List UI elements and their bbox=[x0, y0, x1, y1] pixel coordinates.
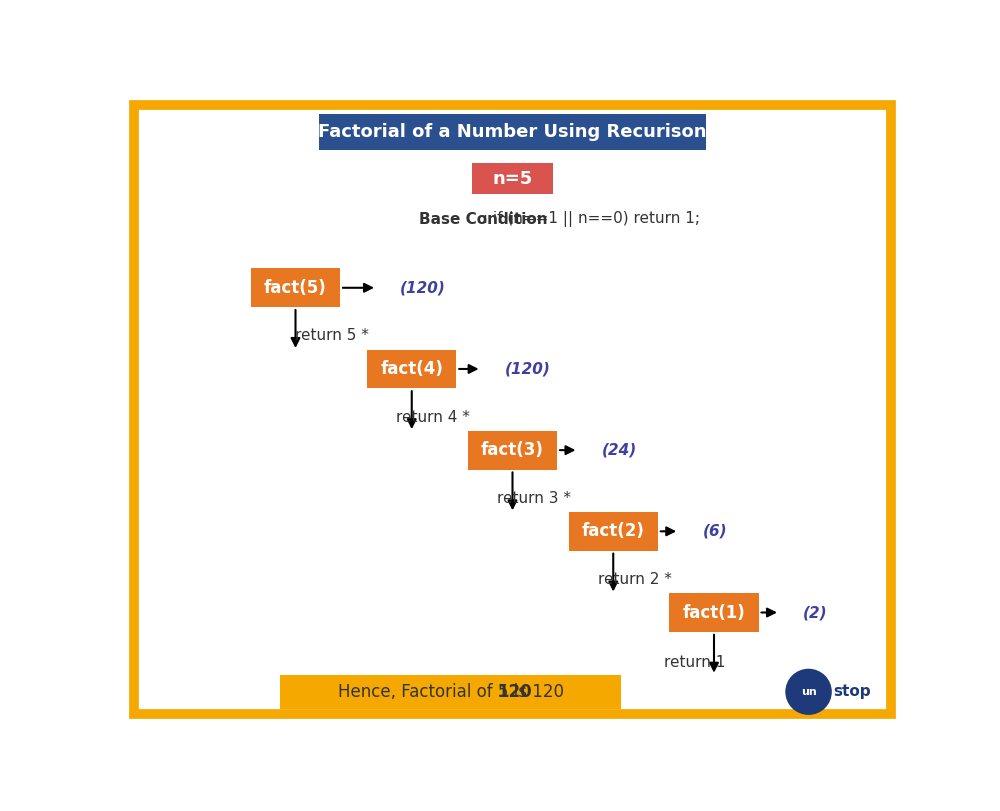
Text: Hence, Factorial of 5 is 120: Hence, Factorial of 5 is 120 bbox=[338, 683, 564, 701]
Text: (2): (2) bbox=[803, 605, 828, 620]
FancyBboxPatch shape bbox=[569, 512, 658, 551]
Text: : if (n==1 || n==0) return 1;: : if (n==1 || n==0) return 1; bbox=[478, 211, 700, 227]
Text: return 5 *: return 5 * bbox=[295, 328, 369, 343]
Text: (120): (120) bbox=[400, 281, 446, 295]
Text: fact(2): fact(2) bbox=[582, 522, 645, 540]
Text: fact(4): fact(4) bbox=[380, 360, 443, 378]
FancyBboxPatch shape bbox=[472, 163, 553, 194]
Text: (6): (6) bbox=[702, 524, 727, 539]
Text: Base Condition: Base Condition bbox=[419, 212, 547, 226]
Text: fact(1): fact(1) bbox=[683, 603, 745, 621]
Text: return 4 *: return 4 * bbox=[396, 410, 470, 424]
Text: return 1: return 1 bbox=[664, 655, 725, 670]
FancyBboxPatch shape bbox=[251, 268, 340, 307]
FancyBboxPatch shape bbox=[280, 675, 621, 709]
Text: un: un bbox=[801, 687, 816, 697]
Text: 120: 120 bbox=[497, 683, 532, 701]
Text: (24): (24) bbox=[602, 443, 637, 457]
Ellipse shape bbox=[785, 669, 832, 715]
Text: fact(3): fact(3) bbox=[481, 441, 544, 459]
FancyBboxPatch shape bbox=[468, 431, 557, 470]
FancyBboxPatch shape bbox=[669, 593, 759, 632]
Text: (120): (120) bbox=[505, 362, 551, 376]
Text: stop: stop bbox=[833, 684, 871, 699]
Text: fact(5): fact(5) bbox=[264, 279, 327, 297]
Text: return 3 *: return 3 * bbox=[497, 491, 571, 506]
Text: n=5: n=5 bbox=[492, 169, 533, 187]
FancyBboxPatch shape bbox=[367, 350, 456, 388]
FancyBboxPatch shape bbox=[319, 114, 706, 150]
Text: Factorial of a Number Using Recurison: Factorial of a Number Using Recurison bbox=[318, 122, 707, 140]
Text: return 2 *: return 2 * bbox=[598, 572, 671, 587]
